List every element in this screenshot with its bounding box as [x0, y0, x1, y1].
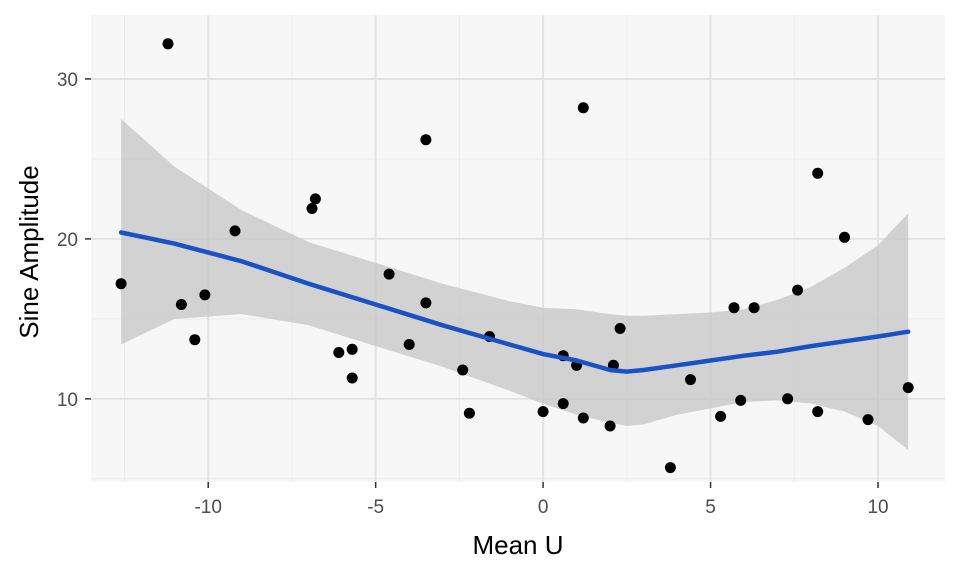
y-tick-label: 30	[57, 70, 78, 91]
data-point	[403, 339, 415, 350]
data-point	[383, 268, 395, 280]
data-point	[309, 193, 321, 205]
data-point	[115, 278, 127, 290]
data-point	[728, 302, 740, 314]
data-point	[189, 334, 201, 346]
data-point	[162, 38, 174, 50]
data-point	[577, 102, 589, 114]
data-point	[199, 289, 211, 301]
x-axis-ticks: -10 -5 0 5 10	[194, 482, 889, 518]
data-point	[715, 410, 727, 422]
data-point	[664, 462, 676, 474]
data-points	[115, 38, 914, 474]
data-point	[792, 284, 804, 296]
data-point	[306, 203, 318, 214]
x-tick-label: 5	[705, 497, 716, 518]
data-point	[463, 407, 475, 419]
x-axis-title: Mean U	[472, 530, 563, 560]
smooth-trend-line	[118, 230, 911, 374]
data-point	[782, 393, 794, 405]
data-point	[812, 406, 824, 418]
data-point	[175, 299, 187, 310]
y-tick-label: 20	[57, 230, 78, 251]
confidence-band	[121, 119, 909, 450]
data-point	[537, 406, 549, 418]
grid-major	[91, 15, 945, 482]
x-tick-label: 10	[867, 497, 888, 518]
data-point	[346, 372, 358, 384]
data-point	[614, 323, 626, 334]
data-point	[862, 414, 874, 426]
x-tick-label: -5	[367, 497, 384, 518]
data-point	[685, 374, 696, 386]
data-point	[457, 364, 469, 376]
data-point	[812, 167, 824, 179]
y-axis-ticks: 10 20 30	[57, 70, 91, 411]
data-point	[557, 398, 569, 410]
data-point	[735, 394, 747, 406]
data-point	[748, 302, 760, 314]
data-point	[333, 347, 345, 358]
y-tick-label: 10	[57, 390, 78, 411]
x-tick-label: 0	[538, 497, 549, 518]
data-point	[604, 420, 616, 432]
y-axis-title: Sine Amplitude	[14, 165, 44, 338]
data-point	[577, 412, 589, 424]
data-point	[420, 297, 432, 309]
data-point	[839, 231, 850, 243]
data-point	[346, 343, 358, 355]
data-point	[902, 382, 914, 394]
data-point	[229, 225, 241, 237]
x-tick-label: -10	[194, 497, 221, 518]
data-point	[420, 134, 432, 146]
